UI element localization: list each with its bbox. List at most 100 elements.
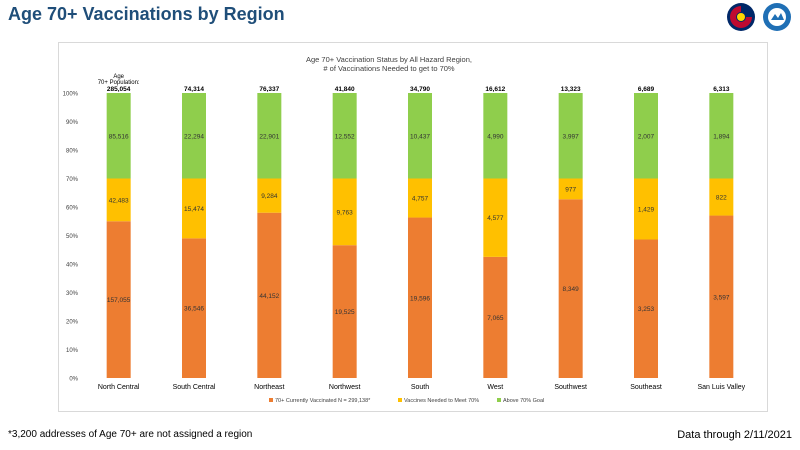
bar-segment: [257, 212, 282, 378]
bar-value-label: 9,763: [337, 209, 354, 216]
bar-segment: [408, 217, 432, 378]
population-label: 6,313: [713, 86, 730, 93]
y-tick-label: 50%: [66, 234, 79, 240]
page-title: Age 70+ Vaccinations by Region: [8, 4, 285, 24]
x-category-label: Southwest: [554, 384, 587, 391]
population-label: 16,612: [485, 86, 505, 93]
bar-segment: [182, 238, 206, 378]
bar-segment: [257, 93, 282, 179]
y-tick-label: 30%: [66, 291, 79, 297]
bar-value-label: 1,894: [713, 133, 730, 140]
x-category-label: West: [487, 384, 503, 391]
bar-segment: [709, 93, 734, 179]
logo-group: [726, 2, 792, 32]
bar-value-label: 4,990: [487, 133, 504, 140]
bar-segment: [106, 221, 131, 378]
bar-value-label: 977: [565, 186, 576, 193]
y-tick-label: 90%: [66, 120, 79, 126]
bar-value-label: 822: [716, 195, 727, 202]
y-tick-label: 80%: [66, 149, 79, 155]
bar-value-label: 3,597: [713, 294, 730, 301]
population-label: 41,840: [335, 86, 355, 93]
legend-swatch: [497, 398, 501, 402]
legend-swatch: [398, 398, 402, 402]
bar-segment: [709, 178, 734, 216]
population-label: 13,323: [561, 86, 581, 93]
bar-value-label: 7,065: [487, 315, 504, 322]
x-category-label: South: [411, 384, 429, 391]
x-category-label: North Central: [98, 384, 140, 391]
bar-value-label: 44,152: [259, 293, 279, 300]
colorado-state-logo: [727, 3, 755, 31]
chart-title: Age 70+ Vaccination Status by All Hazard…: [306, 55, 472, 64]
bar-value-label: 22,901: [259, 133, 279, 140]
y-tick-label: 20%: [66, 320, 79, 326]
legend-label: Vaccines Needed to Meet 70%: [404, 398, 479, 404]
bar-segment: [634, 93, 658, 179]
bar-segment: [332, 245, 357, 378]
y-tick-label: 60%: [66, 206, 79, 212]
bar-value-label: 8,349: [563, 286, 580, 293]
legend-label: 70+ Currently Vaccinated N = 299,138*: [275, 398, 371, 404]
bar-value-label: 4,757: [412, 196, 429, 203]
bar-value-label: 15,474: [184, 206, 204, 213]
chart-subtitle: # of Vaccinations Needed to get to 70%: [323, 64, 455, 73]
bar-value-label: 157,055: [107, 297, 131, 304]
bar-segment: [483, 93, 508, 179]
y-tick-label: 0%: [69, 377, 78, 383]
x-category-label: San Luis Valley: [697, 384, 745, 391]
bar-segment: [558, 93, 583, 179]
y-tick-label: 10%: [66, 348, 79, 354]
bar-segment: [182, 93, 206, 179]
bar-value-label: 36,546: [184, 306, 204, 313]
y-tick-label: 40%: [66, 263, 79, 269]
bar-value-label: 1,429: [638, 206, 655, 213]
bar-value-label: 2,007: [638, 133, 655, 140]
bar-value-label: 42,483: [109, 197, 129, 204]
bar-value-label: 4,577: [487, 215, 504, 222]
bar-segment: [558, 178, 583, 200]
legend-label: Above 70% Goal: [503, 398, 544, 404]
bar-value-label: 3,253: [638, 306, 655, 313]
bar-segment: [408, 93, 432, 179]
population-label: 6,689: [638, 86, 655, 93]
bar-value-label: 3,997: [563, 133, 580, 140]
y-tick-label: 70%: [66, 177, 79, 183]
bar-segment: [483, 256, 508, 378]
bar-segment: [709, 215, 734, 378]
legend: 70+ Currently Vaccinated N = 299,138* Vac…: [269, 398, 544, 404]
bar-segment: [558, 199, 583, 378]
chart-frame: Age 70+ Vaccination Status by All Hazard…: [58, 42, 768, 412]
bar-segment: [257, 178, 282, 213]
bar-segment: [483, 178, 508, 257]
population-label: 285,054: [107, 86, 131, 93]
cdphe-logo: [763, 3, 791, 31]
bar-value-label: 12,552: [335, 133, 355, 140]
x-category-label: Northeast: [254, 384, 284, 391]
bar-value-label: 85,516: [109, 133, 129, 140]
bar-segment: [332, 178, 357, 246]
bar-segment: [182, 178, 206, 239]
bar-value-label: 19,525: [335, 309, 355, 316]
bar-segment: [332, 93, 357, 179]
footnote: *3,200 addresses of Age 70+ are not assi…: [8, 429, 253, 440]
bar-value-label: 9,284: [261, 193, 278, 200]
x-category-label: Northwest: [329, 384, 361, 391]
stacked-bar-chart: Age 70+ Vaccination Status by All Hazard…: [63, 55, 746, 404]
bar-value-label: 22,294: [184, 133, 204, 140]
bar-segment: [106, 178, 131, 222]
x-category-label: South Central: [173, 384, 216, 391]
population-label: 76,337: [259, 86, 279, 93]
bar-segment: [634, 178, 658, 240]
bar-value-label: 19,596: [410, 295, 430, 302]
y-tick-label: 100%: [63, 92, 79, 98]
bar-value-label: 10,437: [410, 133, 430, 140]
y-axis: 0% 10% 20% 30% 40% 50% 60% 70% 80% 90% 100%: [63, 92, 79, 383]
legend-swatch: [269, 398, 273, 402]
population-header-line2: 70+ Population:: [98, 80, 140, 86]
bar-segment: [106, 93, 131, 179]
population-header: Age: [113, 74, 124, 80]
data-through-date: Data through 2/11/2021: [677, 429, 792, 441]
bar-segment: [408, 178, 432, 218]
population-label: 34,790: [410, 86, 430, 93]
